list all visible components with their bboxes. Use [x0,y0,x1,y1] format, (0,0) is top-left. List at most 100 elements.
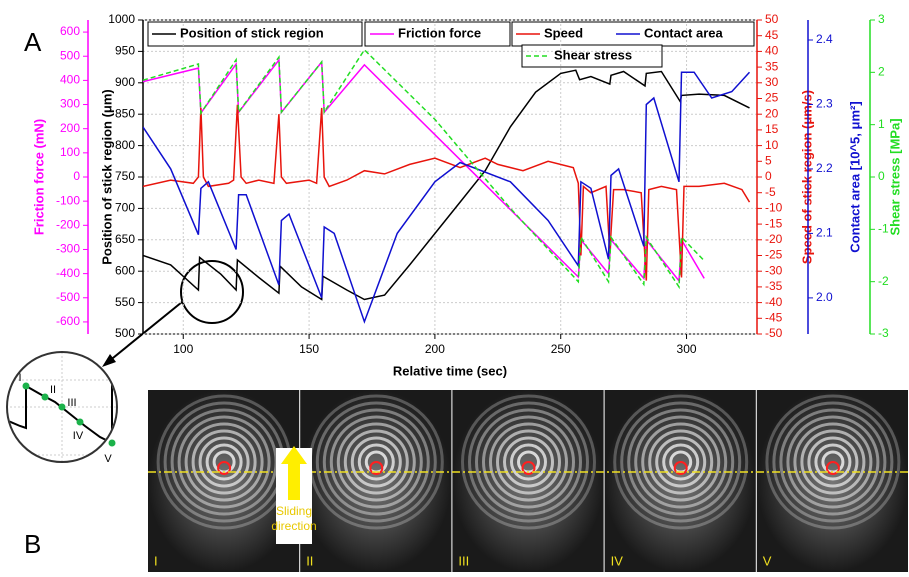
legend-label: Speed [544,25,583,40]
y-tick-label: -40 [765,295,783,309]
y-tick-label: 500 [60,48,80,62]
y-tick-label: -100 [56,193,80,207]
y-tick-label: -30 [765,263,783,277]
ring [641,422,721,502]
y-tick-label: -500 [56,290,80,304]
ring [191,429,257,495]
image-frame [148,390,300,572]
y-axis-label: Friction force (mN) [31,119,46,235]
ring [205,443,243,481]
series-line [143,71,751,324]
y-tick-label: -200 [56,217,80,231]
y-axis-label: Speed of stick region (μm/s) [799,90,814,264]
y-tick-label: 2.3 [816,97,833,111]
y-tick-label: -2 [878,274,889,288]
inset-point [41,393,49,401]
ring [772,401,894,523]
y-tick-label: 800 [115,138,135,152]
arrow-label: Sliding [276,504,312,518]
inset-point [76,418,84,426]
y-tick-label: 3 [878,12,885,26]
y-tick-label: 950 [115,44,135,58]
inset-label: III [67,397,76,409]
ring [350,436,402,488]
image-frame [756,390,908,572]
ring [315,401,437,523]
ring [620,401,742,523]
x-tick-label: 150 [299,342,319,356]
y-tick-label: 550 [115,295,135,309]
y-tick-label: 50 [765,12,779,26]
ring [357,443,395,481]
frame-label: II [306,553,313,568]
x-tick-label: 250 [551,342,571,356]
y-tick-label: -10 [765,201,783,215]
ring [503,436,554,488]
pointer-arrow [107,301,183,363]
image-frame [452,390,604,572]
series-line [143,69,750,301]
contact-marker [673,461,688,475]
ring [634,415,728,509]
ring [793,422,873,502]
ring [198,436,250,488]
ring [613,394,749,530]
inset-point [108,439,116,447]
inset-label: V [104,453,112,465]
y-tick-label: 1000 [108,12,135,26]
y-tick-label: 750 [115,169,135,183]
y-tick-label: 300 [60,97,80,111]
ring [627,408,735,516]
ring [482,415,575,509]
image-frame [604,390,756,572]
panel-label: A [24,27,42,57]
image-frame [300,390,452,572]
sliding-arrow [281,446,307,500]
y-tick-label: 200 [60,121,80,135]
y-tick-label: 2.2 [816,161,833,175]
y-tick-label: 0 [878,169,885,183]
ring [461,394,596,530]
y-tick-label: 2.0 [816,290,833,304]
y-tick-label: 30 [765,75,779,89]
contact-marker [825,461,840,475]
plot-lines [143,48,751,324]
legend-label: Contact area [644,25,724,40]
ring [786,415,880,509]
inset-label: IV [73,430,84,442]
legend-label: Position of stick region [180,25,324,40]
x-axis-label: Relative time (sec) [393,363,507,378]
y-tick-label: 700 [115,201,135,215]
contact-marker [521,461,536,475]
panel-label: B [24,529,41,559]
y-tick-label: 600 [115,263,135,277]
x-tick-label: 200 [425,342,445,356]
y-tick-label: -3 [878,326,889,340]
y-axis-label: Shear stress [MPa] [887,118,902,235]
y-tick-label: -1 [878,222,889,236]
y-tick-label: 100 [60,145,80,159]
series-line [143,48,705,290]
y-axis-label: Position of stick region (μm) [99,89,114,265]
y-tick-label: 650 [115,232,135,246]
y-tick-label: 0 [73,169,80,183]
y-tick-label: 500 [115,326,135,340]
ring [814,443,852,481]
legend-label: Shear stress [554,47,632,62]
y-tick-label: -25 [765,248,783,262]
inset-label: I [18,372,21,384]
ring [475,408,582,516]
y-tick-label: -400 [56,266,80,280]
y-tick-label: 400 [60,73,80,87]
series-line [143,104,751,281]
contact-marker [369,461,384,475]
y-tick-label: -600 [56,314,80,328]
arrow-label: direction [271,519,316,533]
inset-point [58,403,66,411]
inset-label: II [50,384,56,396]
y-axis-label: Contact area [10^5, μm²] [847,101,862,252]
arrow-head [102,354,116,367]
y-tick-label: -5 [765,185,776,199]
legend-box [521,44,663,68]
ring [468,401,589,523]
